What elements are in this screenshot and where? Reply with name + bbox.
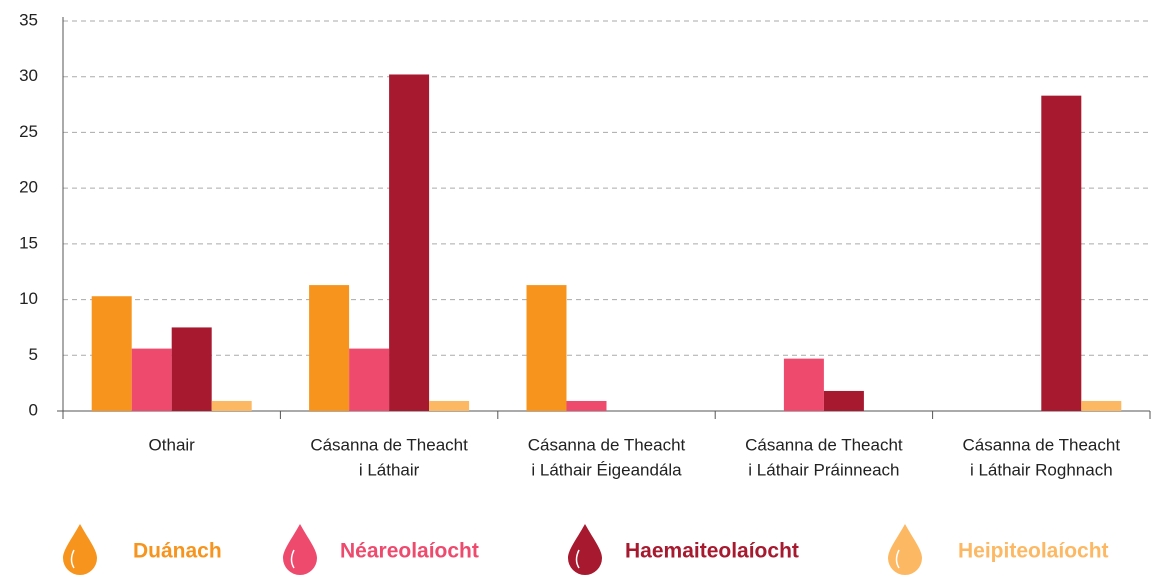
bar (429, 400, 470, 411)
bar (783, 358, 824, 411)
x-tick-label: Othair (149, 435, 196, 454)
bar (526, 285, 567, 411)
legend-label: Haemaiteolaíocht (625, 540, 799, 563)
legend-label: Néareolaíocht (340, 540, 479, 563)
legend-icon-highlight (290, 549, 295, 569)
x-tick-label: i Láthair (359, 460, 420, 479)
legend-label: Heipiteolaíocht (958, 540, 1109, 563)
bar (91, 296, 132, 411)
bar (1041, 95, 1082, 412)
bar (211, 400, 252, 411)
x-tick-label: i Láthair Éigeandála (531, 460, 682, 479)
y-tick-label: 20 (19, 178, 38, 197)
bar (1081, 400, 1122, 411)
bar (566, 400, 607, 411)
legend-icon-highlight (70, 549, 75, 569)
legend-icon-highlight (575, 549, 580, 569)
legend-icon (63, 524, 97, 575)
x-tick-label: Cásanna de Theacht (528, 435, 686, 454)
bar (349, 348, 390, 411)
y-tick-label: 5 (29, 345, 38, 364)
legend-icon (283, 524, 317, 575)
y-tick-label: 30 (19, 66, 38, 85)
bar (309, 285, 350, 411)
x-tick-label: i Láthair Práinneach (748, 460, 899, 479)
y-tick-label: 15 (19, 233, 38, 252)
y-tick-label: 10 (19, 289, 38, 308)
x-tick-label: i Láthair Roghnach (970, 460, 1113, 479)
x-tick-label: Cásanna de Theacht (963, 435, 1121, 454)
legend-icon-highlight (895, 549, 900, 569)
legend-icon (888, 524, 922, 575)
bar (131, 348, 172, 411)
y-tick-label: 0 (29, 400, 38, 419)
legend-label: Duánach (133, 540, 222, 563)
x-tick-label: Cásanna de Theacht (310, 435, 468, 454)
bar (823, 390, 864, 411)
bar (389, 74, 430, 411)
legend-icon (568, 524, 602, 575)
x-tick-label: Cásanna de Theacht (745, 435, 903, 454)
bar (171, 327, 212, 411)
y-tick-label: 35 (19, 10, 38, 29)
y-tick-label: 25 (19, 122, 38, 141)
